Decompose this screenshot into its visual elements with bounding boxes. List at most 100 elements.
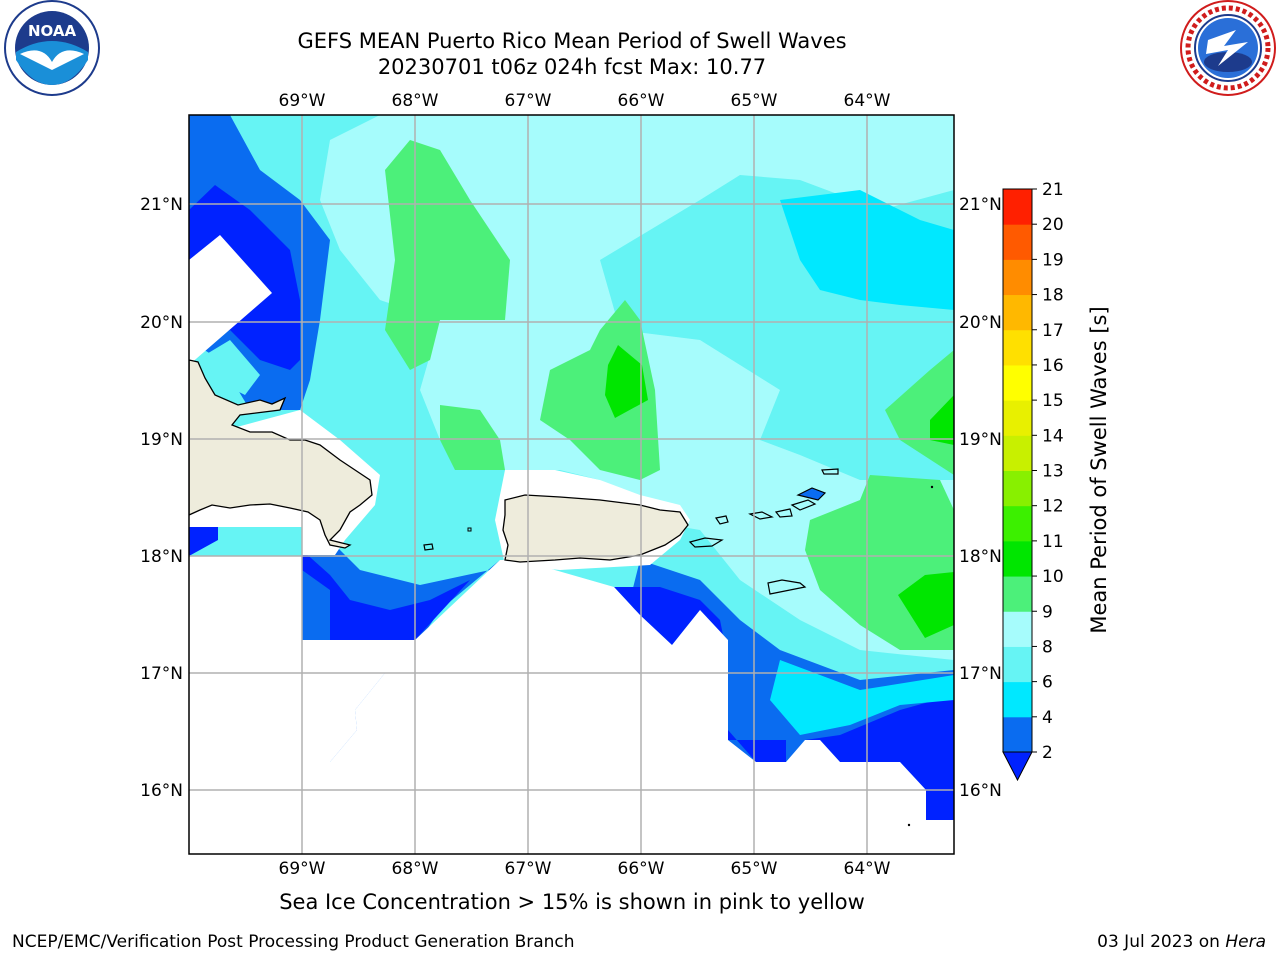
colorbar-segment [1003,364,1032,401]
lat-label: 21°N [140,195,183,215]
map-frame [188,114,955,855]
lat-label: 20°N [140,313,183,333]
footer-host: Hera [1225,932,1266,952]
noaa-logo-text: NOAA [28,22,77,40]
lat-label: 16°N [959,781,1002,801]
colorbar-tick-label: 18 [1042,286,1064,306]
colorbar-tick-label: 12 [1042,497,1064,517]
lon-labels-top: 69°W 68°W 67°W 66°W 65°W 64°W [279,91,891,111]
swell-green-center [540,300,660,480]
mona-island [423,543,434,551]
sea-ice-note: Sea Ice Concentration > 15% is shown in … [279,890,865,914]
swell-bright-2 [930,395,954,445]
lat-labels-left: 21°N 20°N 19°N 18°N 17°N 16°N [140,195,183,801]
colorbar-tick-label: 6 [1042,673,1053,693]
st-croix-island [767,579,807,595]
lon-label: 67°W [505,859,552,879]
swell-green-mid [440,405,505,470]
lon-label: 68°W [392,859,439,879]
nodata-nw [189,235,272,365]
map-panel [189,115,954,854]
lon-label: 66°W [618,859,665,879]
colorbar-tick-label: 10 [1042,567,1064,587]
lat-label: 18°N [140,547,183,567]
noaa-logo: NOAA [4,0,100,96]
swell-green-east [885,350,954,475]
colorbar-segment [1003,400,1032,436]
lat-label: 17°N [959,664,1002,684]
swell-green-west [385,140,510,370]
st-thomas-island [748,511,774,520]
lat-label: 20°N [959,313,1002,333]
colorbar-segment [1003,540,1032,577]
lat-labels-right: 21°N 20°N 19°N 18°N 17°N 16°N [959,195,1002,801]
lon-label: 69°W [279,91,326,111]
lon-label: 69°W [279,859,326,879]
chart-title: GEFS MEAN Puerto Rico Mean Period of Swe… [297,29,847,53]
lon-label: 65°W [731,859,778,879]
colorbar-tick-label: 20 [1042,215,1064,235]
culebra-island [715,515,729,525]
lat-label: 17°N [140,664,183,684]
colorbar-segment [1003,681,1032,718]
colorbar-segment [1003,576,1032,612]
lat-label: 21°N [959,195,1002,215]
colorbar-segment [1003,611,1032,647]
nodata-center [302,560,954,854]
vieques-island [688,537,724,548]
swell-bright-3 [898,572,954,638]
colorbar-tick-label: 13 [1042,462,1064,482]
colorbar-tick-label: 14 [1042,426,1064,446]
colorbar-tick-label: 8 [1042,637,1053,657]
lon-label: 67°W [505,91,552,111]
colorbar-extend-triangle [1002,751,1033,782]
lon-label: 64°W [844,91,891,111]
lat-label: 16°N [140,781,183,801]
colorbar-tick-label: 9 [1042,602,1053,622]
colorbar-tick-label: 16 [1042,356,1064,376]
desecheo-island [467,527,472,532]
lon-label: 68°W [392,91,439,111]
colorbar-segment [1003,329,1032,366]
colorbar-tick-label: 4 [1042,708,1053,728]
nodata-south [189,556,302,854]
chart-subtitle: 20230701 t06z 024h fcst Max: 10.77 [377,55,767,79]
swell-darkblue-se [614,587,954,820]
lon-label: 65°W [731,91,778,111]
footer-date: 03 Jul 2023 on Hera [1097,932,1266,952]
nws-logo [1180,0,1276,96]
lat-label: 19°N [959,430,1002,450]
nodata-south2 [273,640,415,762]
colorbar-tick-label: 17 [1042,321,1064,341]
colorbar-tick-label: 2 [1042,743,1053,763]
colorbar-segment [1003,470,1032,507]
anegada-island [821,468,839,475]
footer-date-text: 03 Jul 2023 on [1097,932,1220,952]
footer-credit: NCEP/EMC/Verification Post Processing Pr… [12,932,575,952]
swell-lightcyan-nw [205,340,260,395]
colorbar-segment [1003,435,1032,471]
st-john-island [774,508,793,518]
colorbar-label: Mean Period of Swell Waves [s] [1087,306,1111,633]
swell-darkblue-w [189,527,218,556]
virgin-gorda-patch [796,487,827,501]
colorbar-tick-label: 21 [1042,180,1064,200]
lon-label: 64°W [844,859,891,879]
swell-bright-1 [605,345,648,418]
colorbar-segment [1003,224,1032,260]
colorbar-segment [1003,505,1032,542]
colorbar-segment [1003,716,1032,753]
colorbar-segment [1003,294,1032,331]
colorbar: 2 4 6 8 9 10 11 12 13 14 15 16 17 18 19 20 21 [1002,180,1064,782]
colorbar-segment [1003,259,1032,296]
lon-label: 66°W [618,91,665,111]
lat-label: 18°N [959,547,1002,567]
swell-cyan-se [770,660,954,735]
hispaniola-land [189,359,373,549]
colorbar-segment [1003,646,1032,683]
colorbar-tick-label: 19 [1042,250,1064,270]
tortola-island [790,499,817,511]
graticule [189,115,954,854]
colorbar-tick-label: 15 [1042,391,1064,411]
